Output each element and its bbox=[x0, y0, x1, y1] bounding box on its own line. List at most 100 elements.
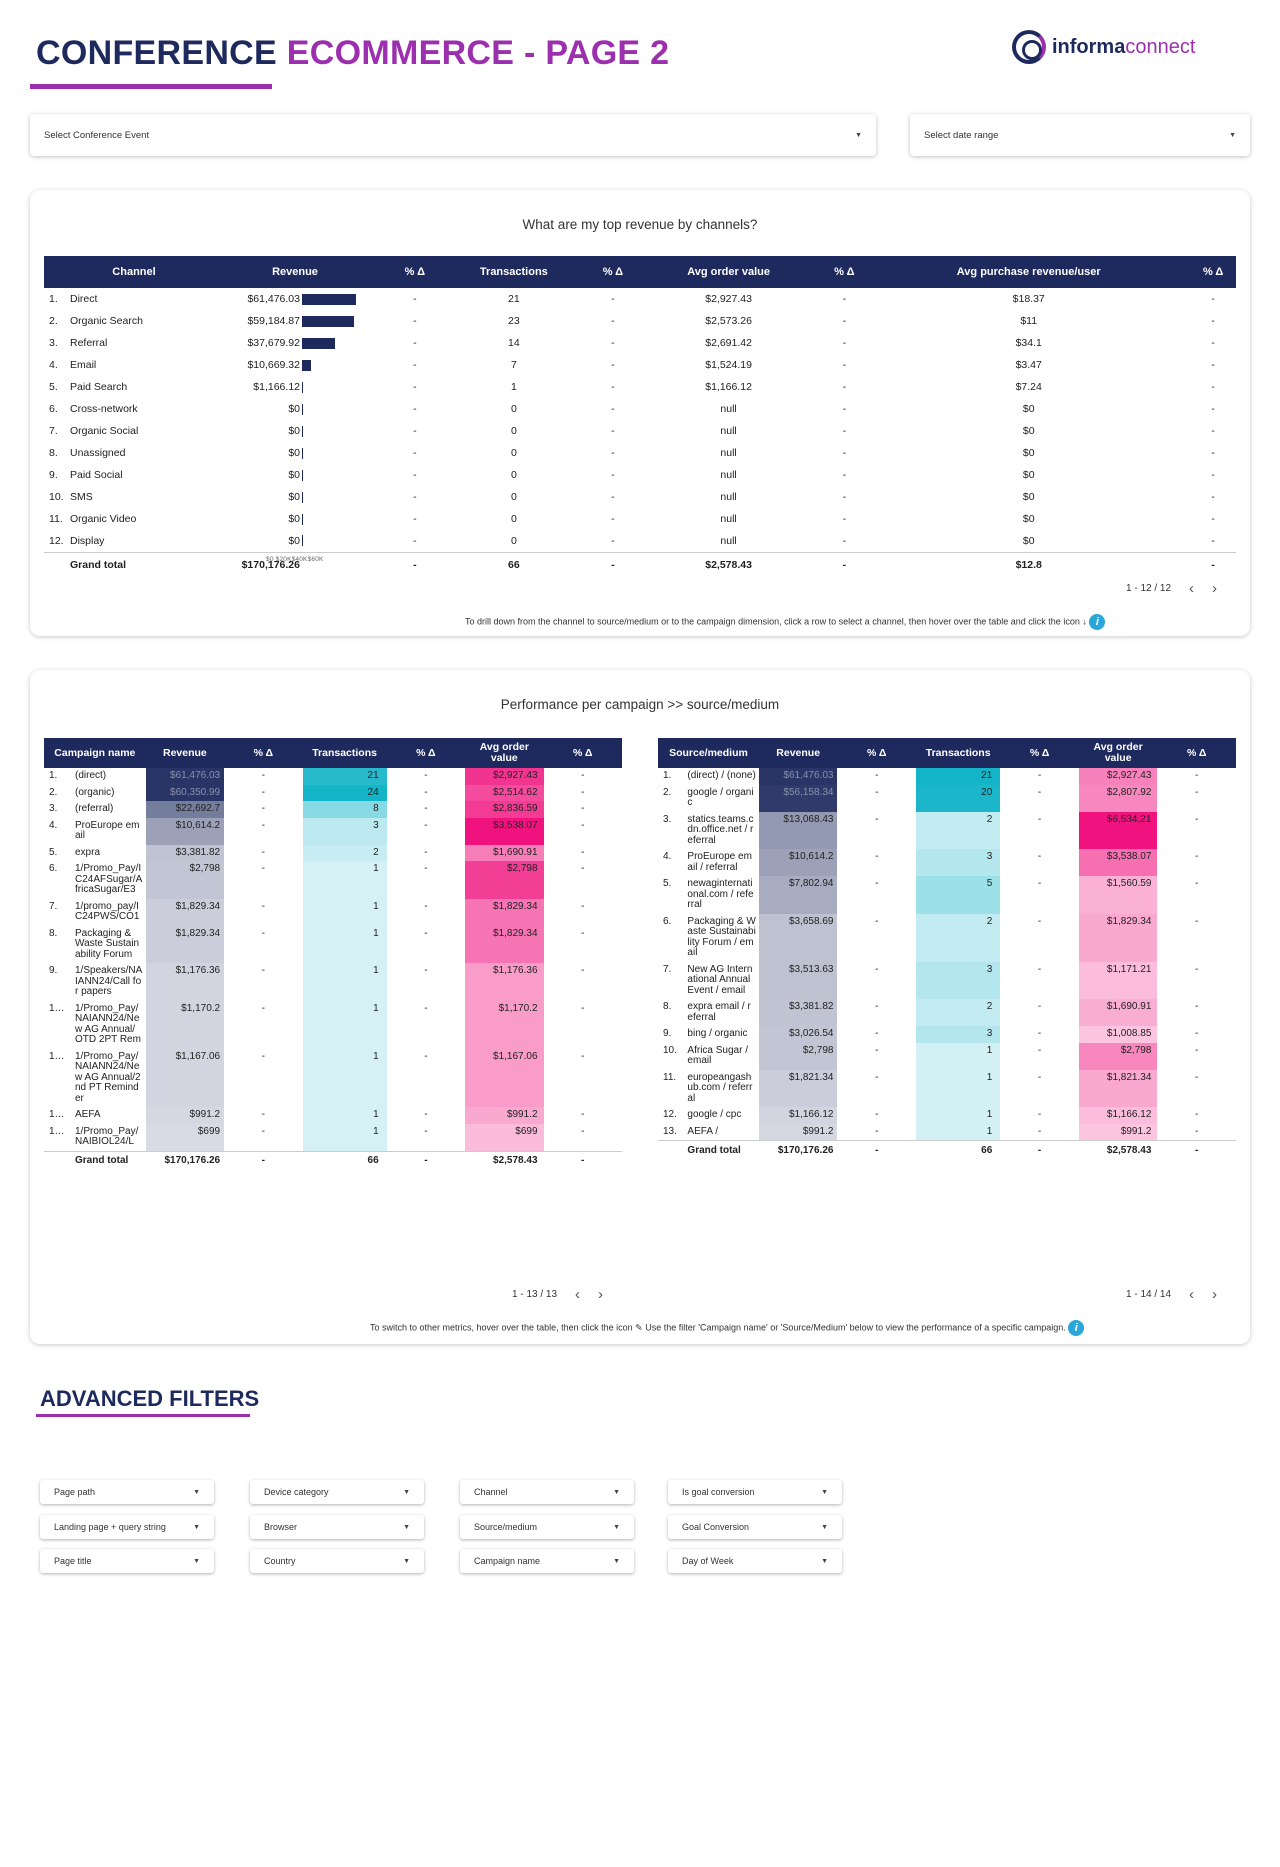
table-row[interactable]: 12. google / cpc $1,166.12 - 1 - $1,166.12 - bbox=[658, 1107, 1236, 1124]
filter-dropdown[interactable]: Goal Conversion ▼ bbox=[668, 1515, 842, 1539]
next-page-icon[interactable]: › bbox=[1212, 1286, 1218, 1303]
col-header[interactable]: Transactions bbox=[916, 738, 1001, 768]
table-row[interactable]: 3. statics.teams.cdn.office.net / referra… bbox=[658, 811, 1236, 849]
filter-dropdown[interactable]: Page path ▼ bbox=[40, 1480, 214, 1504]
table-row[interactable]: 10. SMS $0 - 0 - null - $0 - bbox=[44, 486, 1236, 508]
col-header[interactable]: Transactions bbox=[302, 738, 387, 768]
prev-page-icon[interactable]: ‹ bbox=[575, 1286, 581, 1303]
filter-dropdown[interactable]: Country ▼ bbox=[250, 1549, 424, 1573]
table-row[interactable]: 9. Paid Social $0 - 0 - null - $0 - bbox=[44, 464, 1236, 486]
table-row[interactable]: 4. Email $10,669.32 - 7 - $1,524.19 - $3.47 - bbox=[44, 354, 1236, 376]
prev-page-icon[interactable]: ‹ bbox=[1189, 580, 1195, 597]
col-header[interactable]: Transactions bbox=[437, 256, 591, 288]
col-header[interactable]: % Δ bbox=[1157, 738, 1236, 768]
col-header[interactable]: % Δ bbox=[1190, 256, 1236, 288]
revenue-cell: $2,798 bbox=[145, 861, 225, 899]
aov-cell: $1,166.12 bbox=[1078, 1107, 1158, 1124]
col-header[interactable]: % Δ bbox=[1000, 738, 1079, 768]
table-row[interactable]: 5. Paid Search $1,166.12 - 1 - $1,166.12 - $7.24… bbox=[44, 376, 1236, 398]
filter-dropdown[interactable]: Browser ▼ bbox=[250, 1515, 424, 1539]
pct-change: - bbox=[581, 863, 585, 874]
conference-event-select[interactable]: Select Conference Event ▼ bbox=[30, 114, 876, 156]
filter-dropdown[interactable]: Is goal conversion ▼ bbox=[668, 1480, 842, 1504]
table-row[interactable]: 6. 1/Promo_Pay/IC24AFSugar/AfricaSugar/E3… bbox=[44, 861, 622, 899]
col-header[interactable]: Avg purchase revenue/user bbox=[867, 256, 1191, 288]
channels-table[interactable]: Channel Revenue% Δ Transactions% Δ Avg orde… bbox=[44, 256, 1236, 578]
col-header[interactable]: Avg order value bbox=[465, 738, 544, 768]
table-row[interactable]: 12. Display $0 - 0 - null - $0 - bbox=[44, 530, 1236, 552]
table-row[interactable]: 5. expra $3,381.82 - 2 - $1,690.91 - bbox=[44, 844, 622, 861]
filter-dropdown[interactable]: Device category ▼ bbox=[250, 1480, 424, 1504]
table-row[interactable]: 6. Packaging & Waste Sustainability Forum… bbox=[658, 913, 1236, 962]
table-row[interactable]: 4. ProEurope email $10,614.2 - 3 - $3,538.07 - bbox=[44, 817, 622, 845]
table-row[interactable]: 8. Unassigned $0 - 0 - null - $0 - bbox=[44, 442, 1236, 464]
col-header[interactable]: Revenue bbox=[758, 738, 838, 768]
col-header[interactable]: % Δ bbox=[590, 256, 636, 288]
prev-page-icon[interactable]: ‹ bbox=[1189, 1286, 1195, 1303]
pct-change: - bbox=[261, 900, 265, 912]
next-page-icon[interactable]: › bbox=[1212, 580, 1218, 597]
table-row[interactable]: 11. Organic Video $0 - 0 - null - $0 - bbox=[44, 508, 1236, 530]
table-row[interactable]: 2. (organic) $60,350.99 - 24 - $2,514.62 - bbox=[44, 784, 622, 801]
filter-dropdown[interactable]: Channel ▼ bbox=[460, 1480, 634, 1504]
table-row[interactable]: 3. (referral) $22,692.7 - 8 - $2,836.59 - bbox=[44, 801, 622, 818]
col-header[interactable]: % Δ bbox=[821, 256, 868, 288]
table-row[interactable]: 8. Packaging & Waste Sustainability Forum… bbox=[44, 925, 622, 963]
table-row[interactable]: 8. expra email / referral $3,381.82 - 2 - $1,6… bbox=[658, 999, 1236, 1026]
table-row[interactable]: 13. AEFA / $991.2 - 1 - $991.2 - bbox=[658, 1123, 1236, 1141]
table-row[interactable]: 1. (direct) $61,476.03 - 21 - $2,927.43 - bbox=[44, 768, 622, 785]
edit-metrics-icon[interactable]: ✎ bbox=[635, 1322, 643, 1333]
filter-dropdown[interactable]: Page title ▼ bbox=[40, 1549, 214, 1573]
col-header-revenue-sorted[interactable]: Revenue bbox=[198, 256, 392, 288]
col-header[interactable]: % Δ bbox=[837, 738, 917, 768]
table-row[interactable]: 2. Organic Search $59,184.87 - 23 - $2,573.26 -… bbox=[44, 310, 1236, 332]
date-range-select[interactable]: Select date range ▼ bbox=[910, 114, 1250, 156]
col-header[interactable]: % Δ bbox=[386, 738, 466, 768]
info-icon[interactable]: i bbox=[1089, 614, 1106, 630]
campaign-table[interactable]: Campaign name Revenue% Δ Transactions% Δ Av… bbox=[44, 738, 622, 1171]
table-row[interactable]: 1… 1/Promo_Pay/NAIANN24/New AG Annual/2nd… bbox=[44, 1048, 622, 1107]
table-row[interactable]: 7. New AG International Annual Event / em… bbox=[658, 961, 1236, 999]
table-row[interactable]: 5. newaginternational.com / referral $7,80… bbox=[658, 876, 1236, 914]
revenue-cell: $3,381.82 bbox=[758, 999, 838, 1026]
table-row[interactable]: 1… AEFA $991.2 - 1 - $991.2 - bbox=[44, 1107, 622, 1124]
table-row[interactable]: 9. bing / organic $3,026.54 - 3 - $1,008.85 - bbox=[658, 1026, 1236, 1043]
col-header[interactable]: % Δ bbox=[392, 256, 438, 288]
table-row[interactable]: 2. google / organic $56,158.34 - 20 - $2,807.9… bbox=[658, 784, 1236, 812]
filter-dropdown[interactable]: Day of Week ▼ bbox=[668, 1549, 842, 1573]
filter-dropdown[interactable]: Landing page + query string ▼ bbox=[40, 1515, 214, 1539]
col-header[interactable]: % Δ bbox=[543, 738, 622, 768]
revenue-cell: $3,658.69 bbox=[758, 913, 838, 962]
revenue-cell: $13,068.43 bbox=[758, 811, 838, 849]
table-row[interactable]: 1… 1/Promo_Pay/NAIBIOL24/L $699 - 1 - $699 - bbox=[44, 1123, 622, 1151]
table-row[interactable]: 1. Direct $61,476.03 - 21 - $2,927.43 - $18.37 - bbox=[44, 288, 1236, 310]
filter-dropdown[interactable]: Source/medium ▼ bbox=[460, 1515, 634, 1539]
col-header[interactable]: Source/medium bbox=[658, 738, 759, 768]
pct-change: - bbox=[842, 381, 847, 393]
col-header[interactable]: Avg order value bbox=[1078, 738, 1158, 768]
table-row[interactable]: 11. europeangashub.com / referral $1,821.3… bbox=[658, 1069, 1236, 1107]
table-row[interactable]: 9. 1/Speakers/NAIANN24/Call for papers $1,… bbox=[44, 963, 622, 1001]
col-header[interactable]: Channel bbox=[70, 256, 198, 288]
col-header[interactable]: Revenue bbox=[145, 738, 225, 768]
filter-dropdown[interactable]: Campaign name ▼ bbox=[460, 1549, 634, 1573]
revenue-cell: $1,166.12 bbox=[758, 1107, 838, 1124]
revenue-cell: $0 bbox=[198, 442, 302, 464]
table-row[interactable]: 1… 1/Promo_Pay/NAIANN24/New AG Annual/OTD… bbox=[44, 1000, 622, 1049]
drill-down-icon[interactable]: ↓ bbox=[1082, 616, 1087, 627]
source-medium-table[interactable]: Source/medium Revenue% Δ Transactions% Δ Av… bbox=[658, 738, 1236, 1161]
table-row[interactable]: 4. ProEurope email / referral $10,614.2 - 3 -… bbox=[658, 849, 1236, 876]
transactions-cell: 2 bbox=[916, 913, 1001, 962]
aov-cell: $1,008.85 bbox=[1078, 1026, 1158, 1043]
table-row[interactable]: 7. 1/promo_pay/IC24PWS/CO1 $1,829.34-1- $1,… bbox=[44, 898, 622, 926]
table-row[interactable]: 6. Cross-network $0 - 0 - null - $0 - bbox=[44, 398, 1236, 420]
table-row[interactable]: 7. Organic Social $0 - 0 - null - $0 - bbox=[44, 420, 1236, 442]
col-header[interactable]: % Δ bbox=[224, 738, 303, 768]
info-icon[interactable]: i bbox=[1068, 1320, 1085, 1336]
next-page-icon[interactable]: › bbox=[598, 1286, 604, 1303]
table-row[interactable]: 10. Africa Sugar / email $2,798 - 1 - $2,798 - bbox=[658, 1042, 1236, 1070]
table-row[interactable]: 3. Referral $37,679.92 - 14 - $2,691.42 - $34.1 - bbox=[44, 332, 1236, 354]
table-row[interactable]: 1. (direct) / (none) $61,476.03 - 21 - $2,927.… bbox=[658, 768, 1236, 785]
col-header[interactable]: Campaign name bbox=[44, 738, 146, 768]
col-header[interactable]: Avg order value bbox=[635, 256, 822, 288]
